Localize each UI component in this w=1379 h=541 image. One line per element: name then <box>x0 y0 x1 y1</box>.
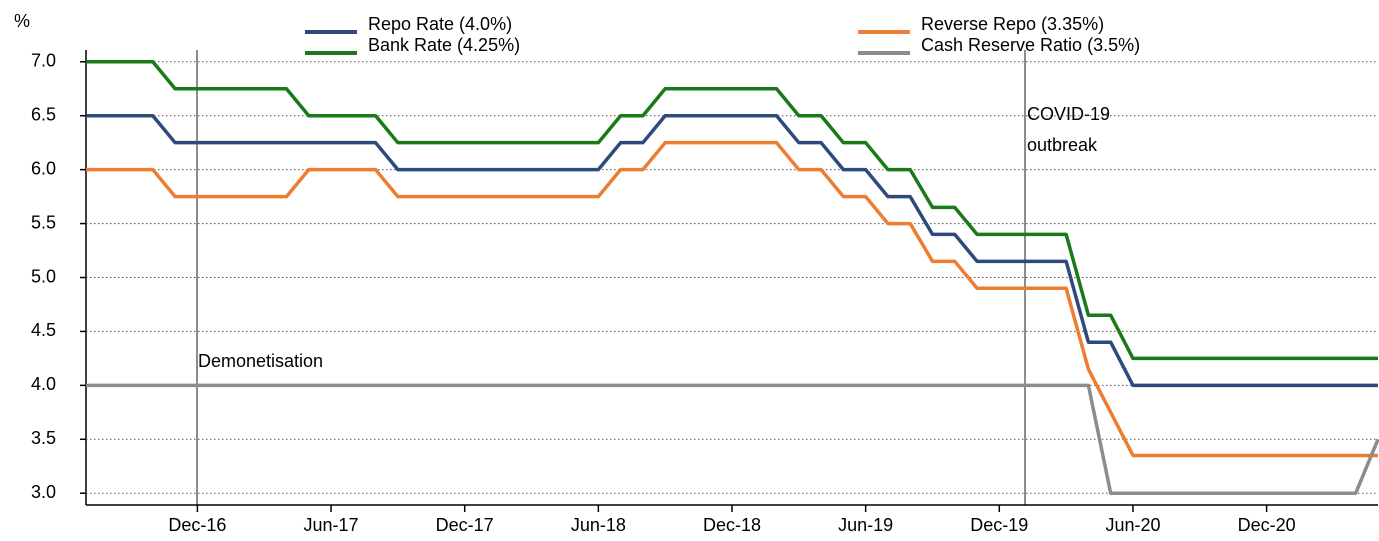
series-line <box>86 113 1378 388</box>
legend-label: Repo Rate (4.0%) <box>368 14 512 34</box>
x-tick-label: Jun-20 <box>1105 515 1160 535</box>
annotation: outbreak <box>1027 135 1098 155</box>
x-tick-label: Dec-16 <box>168 515 226 535</box>
x-tick-label: Jun-19 <box>838 515 893 535</box>
y-tick-label: 5.5 <box>31 212 56 232</box>
y-tick-label: 3.0 <box>31 482 56 502</box>
annotation: COVID-19 <box>1027 104 1110 124</box>
legend-label: Bank Rate (4.25%) <box>368 35 520 55</box>
y-tick-label: 7.0 <box>31 51 56 71</box>
legend-label: Cash Reserve Ratio (3.5%) <box>921 35 1140 55</box>
annotation: Demonetisation <box>198 351 323 371</box>
y-tick-label: 5.0 <box>31 266 56 286</box>
series-line <box>86 60 1378 361</box>
y-axis-label: % <box>14 11 30 31</box>
y-tick-label: 3.5 <box>31 428 56 448</box>
series-line <box>86 140 1378 458</box>
x-tick-label: Dec-20 <box>1238 515 1296 535</box>
x-tick-label: Jun-18 <box>571 515 626 535</box>
y-tick-label: 4.5 <box>31 320 56 340</box>
x-tick-label: Dec-17 <box>436 515 494 535</box>
y-tick-label: 4.0 <box>31 374 56 394</box>
x-tick-label: Dec-18 <box>703 515 761 535</box>
y-tick-label: 6.0 <box>31 158 56 178</box>
x-tick-label: Dec-19 <box>970 515 1028 535</box>
y-tick-label: 6.5 <box>31 104 56 124</box>
series-line <box>86 383 1379 495</box>
x-tick-label: Jun-17 <box>304 515 359 535</box>
legend-label: Reverse Repo (3.35%) <box>921 14 1104 34</box>
